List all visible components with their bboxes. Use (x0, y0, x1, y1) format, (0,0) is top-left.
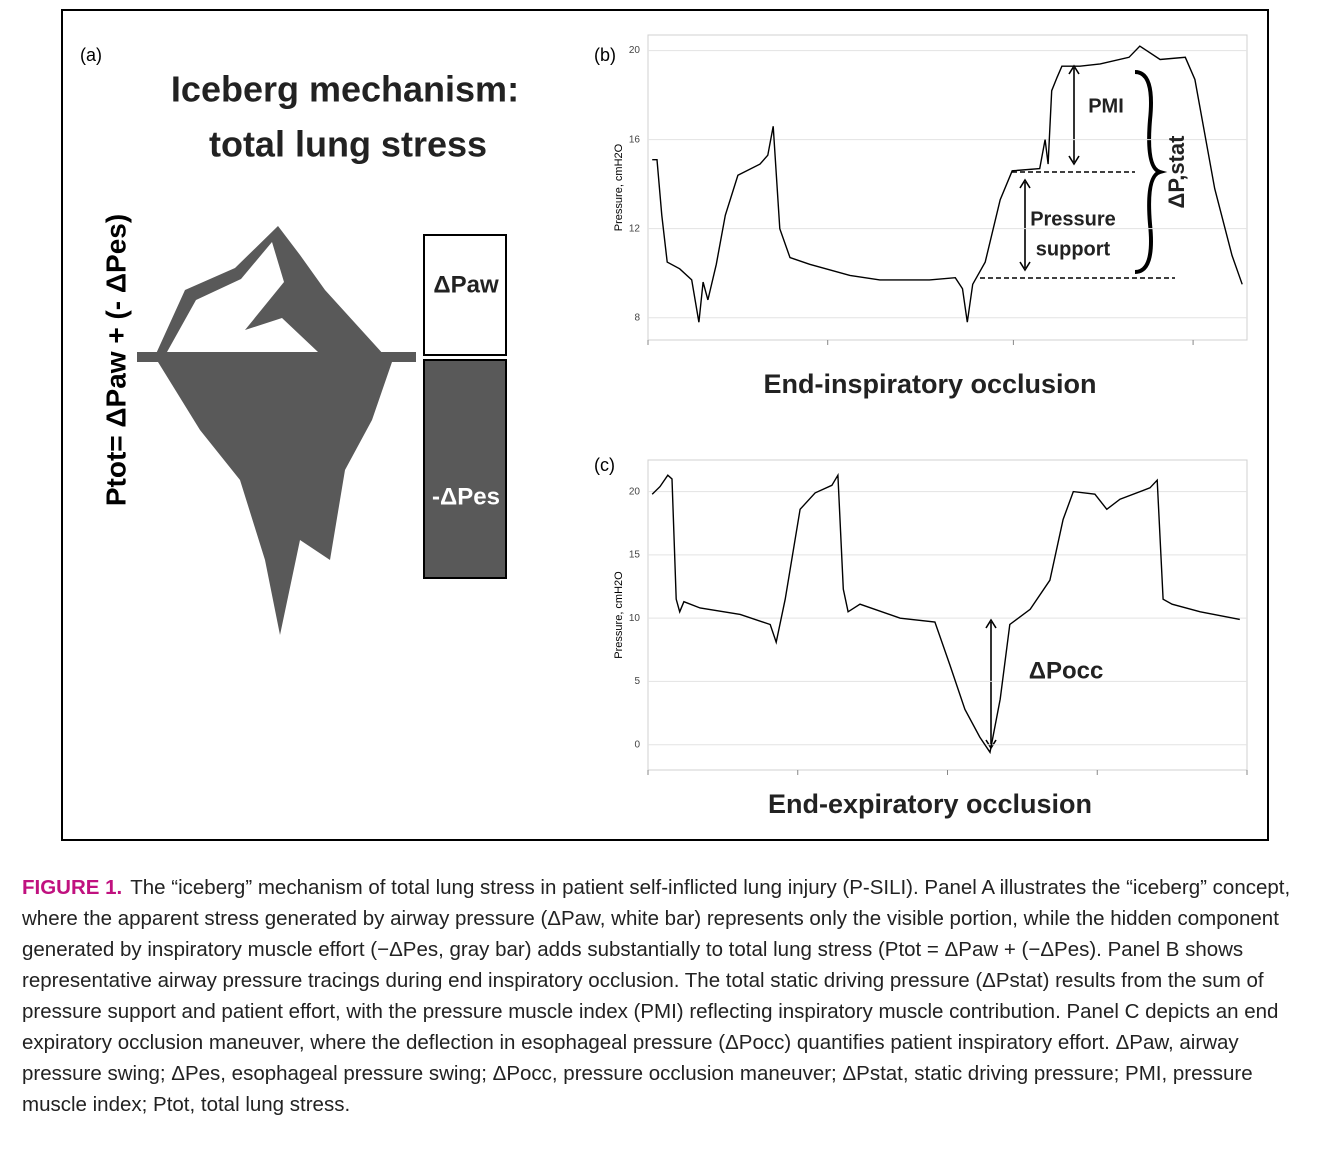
panel-label: (c) (594, 455, 615, 475)
equation: Ptot= ΔPaw + (- ΔPes) (100, 214, 131, 506)
y-tick-label: 10 (629, 613, 641, 624)
annotation: ΔP,stat (1164, 135, 1189, 209)
panel-title: total lung stress (209, 124, 487, 165)
chart-title: End-expiratory occlusion (768, 789, 1092, 819)
chart-title: End-inspiratory occlusion (763, 369, 1096, 399)
plot-area (647, 34, 1248, 341)
trace (651, 472, 1240, 755)
y-axis-label: Pressure, cmH2O (613, 571, 625, 659)
y-tick-label: 20 (629, 486, 641, 497)
y-tick-label: 15 (629, 550, 641, 561)
frame (61, 9, 1269, 841)
annotation: ΔPocc (1029, 657, 1104, 684)
annotation-lines (980, 64, 1175, 750)
y-tick-label: 0 (634, 739, 640, 750)
panel-label: (a) (80, 45, 102, 65)
figure: (a) Iceberg mechanism: total lung stress… (61, 9, 1269, 841)
annotation: Pressure (1030, 208, 1116, 230)
caption: FIGURE 1. The “iceberg” mechanism of tota… (22, 872, 1310, 1120)
y-tick-label: 16 (629, 134, 641, 145)
bar-label: ΔPaw (433, 271, 499, 298)
annotation: support (1036, 238, 1111, 260)
y-axis-label: Pressure, cmH2O (613, 143, 625, 231)
visible-bar (423, 234, 507, 356)
plot-area (647, 459, 1248, 771)
y-tick-label: 8 (634, 312, 640, 323)
y-tick-label: 5 (634, 676, 640, 687)
annotation: PMI (1088, 95, 1124, 117)
iceberg (137, 226, 416, 635)
panel-title: Iceberg mechanism: (171, 69, 519, 110)
panel-label: (b) (594, 45, 616, 65)
caption-label: FIGURE 1. (22, 876, 123, 899)
caption-text: The “iceberg” mechanism of total lung st… (22, 876, 1291, 1116)
trace (652, 45, 1243, 323)
hidden-bar (423, 359, 507, 579)
y-tick-label: 12 (629, 223, 641, 234)
y-tick-label: 20 (629, 45, 641, 56)
bar-label: -ΔPes (432, 483, 500, 510)
